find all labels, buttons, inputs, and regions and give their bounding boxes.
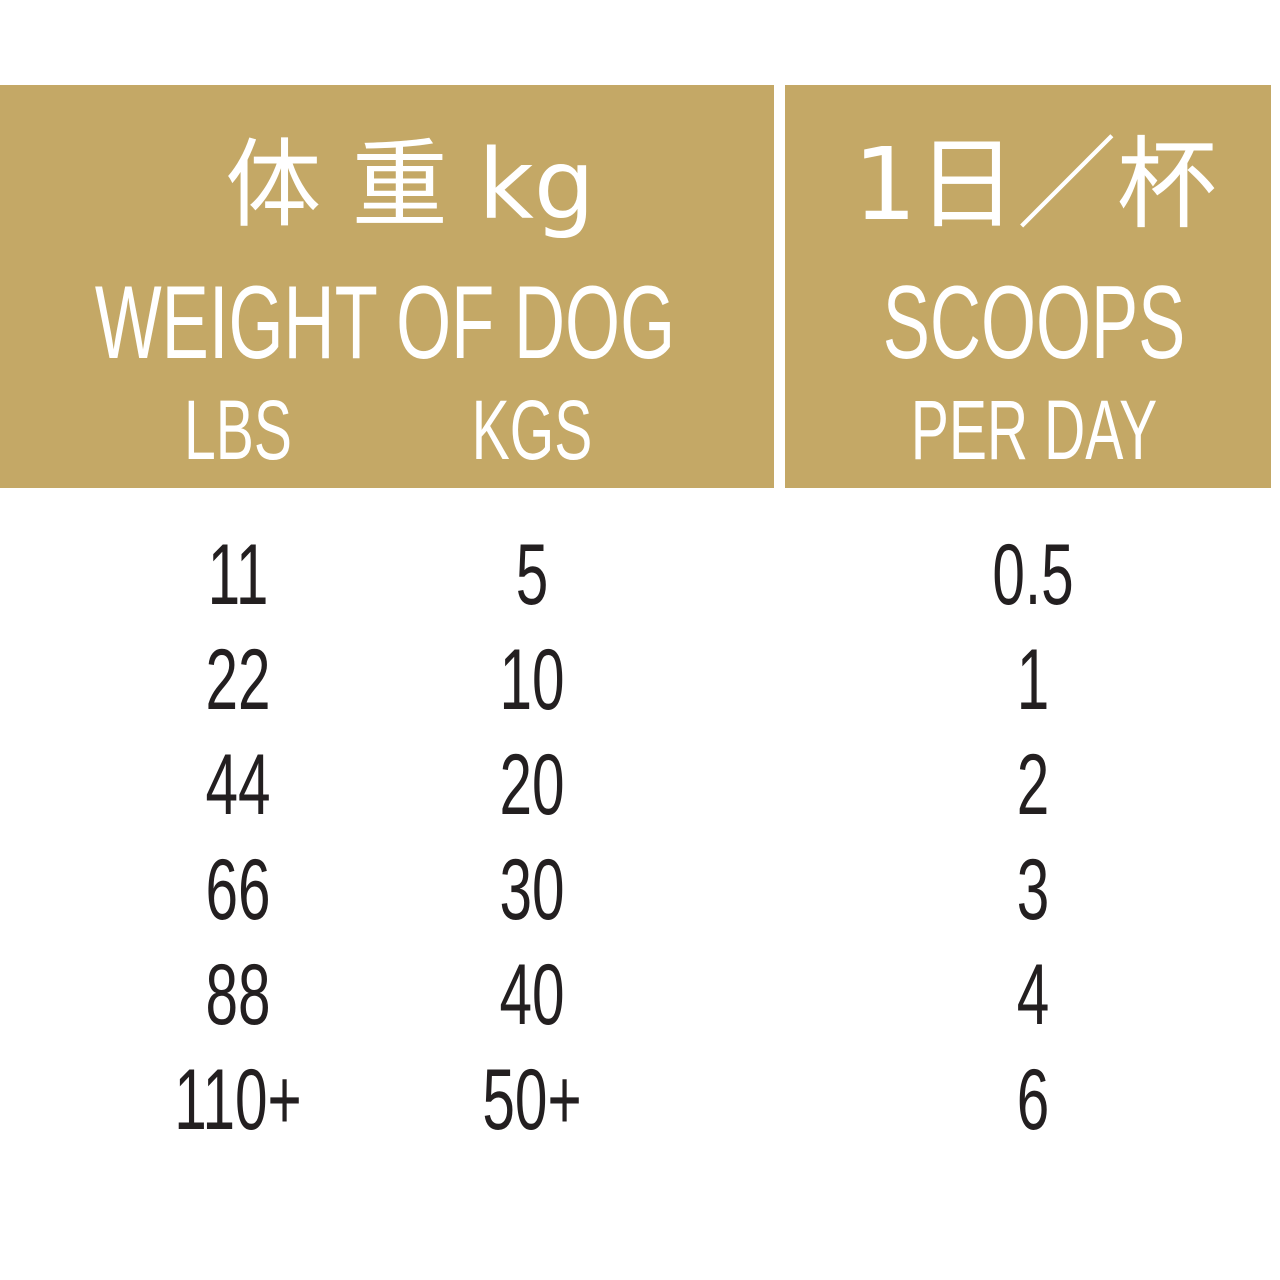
cell-lbs: 110+ — [174, 1052, 302, 1148]
cell-kgs: 10 — [499, 632, 565, 728]
cell-lbs: 66 — [205, 842, 271, 938]
cell-scoops: 2 — [1016, 737, 1050, 833]
cell-lbs: 44 — [205, 737, 271, 833]
cell-scoops: 1 — [1016, 632, 1050, 728]
cell-kgs: 5 — [515, 527, 549, 623]
scoops-title-jp: 1日／杯 — [853, 126, 1217, 243]
cell-scoops: 4 — [1016, 947, 1050, 1043]
cell-lbs: 11 — [207, 527, 269, 623]
per-day-header: PER DAY — [910, 383, 1158, 477]
scoops-header-panel — [785, 85, 1271, 488]
cell-kgs: 20 — [499, 737, 565, 833]
cell-scoops: 0.5 — [992, 527, 1074, 623]
cell-kgs: 50+ — [482, 1052, 582, 1148]
weight-title-en: WEIGHT OF DOG — [94, 265, 676, 381]
cell-scoops: 3 — [1016, 842, 1050, 938]
lbs-header: LBS — [184, 383, 292, 477]
scoops-title-en: SCOOPS — [882, 265, 1186, 381]
cell-lbs: 88 — [205, 947, 271, 1043]
kgs-header: KGS — [471, 383, 593, 477]
cell-kgs: 30 — [499, 842, 565, 938]
cell-scoops: 6 — [1016, 1052, 1050, 1148]
weight-title-jp: 体 重 kg — [225, 129, 595, 241]
cell-kgs: 40 — [499, 947, 565, 1043]
weight-header-panel — [0, 85, 774, 488]
cell-lbs: 22 — [205, 632, 271, 728]
